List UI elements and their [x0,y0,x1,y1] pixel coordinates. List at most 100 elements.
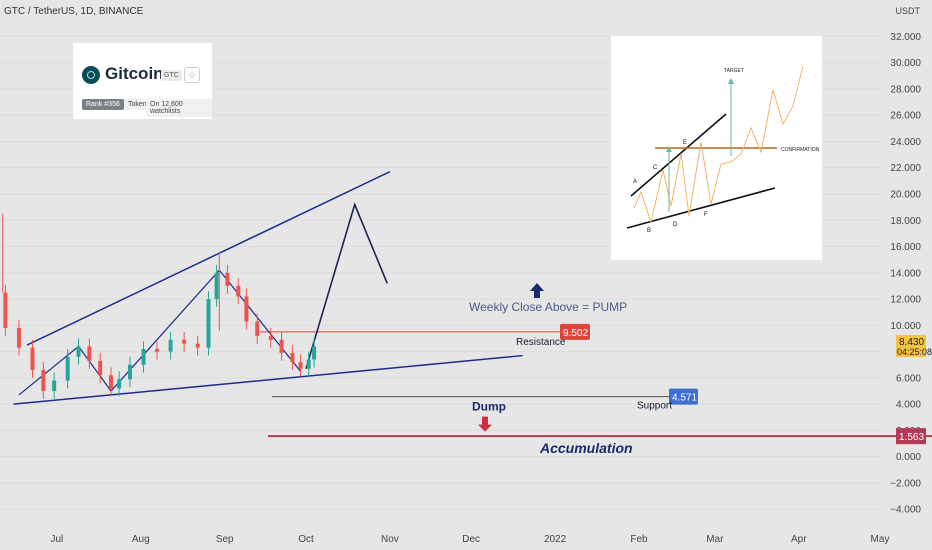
star-icon[interactable]: ☆ [184,67,200,83]
x-tick-label: May [871,534,890,545]
inset-point-e: E [683,140,687,146]
x-tick-label: Sep [216,534,234,545]
inset-measure-arrowhead-icon [666,146,672,152]
x-tick-label: Nov [381,534,399,545]
pump-arrow-icon [530,282,544,298]
price-countdown: 04:25:08 [897,347,932,357]
candle-body [195,343,200,348]
x-tick-label: Dec [462,534,480,545]
candle-body [290,352,295,363]
gitcoin-info-card: Gitcoin GTC ☆ Rank #356 Token On 12,600 … [73,43,212,119]
candlestick-series [2,213,317,399]
y-tick-label: 24.000 [890,137,921,148]
candle-body [117,379,122,389]
candle-body [206,299,211,348]
candle-body [312,346,317,360]
support-label: Support [637,401,672,412]
candle-body [268,335,273,340]
candle-body [52,380,57,392]
candle-body [41,370,46,392]
lower-trendline [13,354,523,405]
candle-body [225,272,230,286]
candle-body [3,292,8,328]
candle-body [236,285,241,297]
coin-ticker: GTC [161,70,182,81]
accumulation-value: 1.563 [899,432,924,443]
candle-body [182,339,187,344]
y-tick-label: 26.000 [890,111,921,122]
y-tick-label: 12.000 [890,295,921,306]
candle-body [168,339,173,352]
y-tick-label: 22.000 [890,163,921,174]
dump-label: Dump [472,400,506,414]
symbol-header[interactable]: GTC / TetherUS, 1D, BINANCE [4,6,144,17]
resistance-label: Resistance [516,337,566,348]
y-tick-label: 16.000 [890,242,921,253]
current-price-value: 8.430 [899,337,924,348]
y-tick-label: 20.000 [890,190,921,201]
candle-body [255,321,260,336]
candle-body [30,347,35,371]
x-tick-label: Jul [50,534,63,545]
gitcoin-logo-icon [82,66,100,84]
candle-body [279,339,284,353]
candle-body [244,296,249,322]
y-tick-label: 4.000 [896,400,921,411]
y-tick-label: 18.000 [890,216,921,227]
y-tick-label: −4.000 [890,505,921,516]
y-tick-label: 14.000 [890,268,921,279]
inset-point-a: A [633,179,637,185]
candle-body [65,356,70,381]
watchlist-badge: On 12,600 watchlists [146,99,212,117]
token-badge: Token [124,99,151,110]
y-tick-label: 32.000 [890,32,921,43]
candle-body [87,346,92,361]
candle-body [109,375,114,389]
pattern-inset-diagram: TARGET CONFIRMATION A B C D E F [611,36,822,260]
candle-body [16,327,21,348]
x-tick-label: Apr [791,534,807,545]
y-tick-label: 10.000 [890,321,921,332]
inset-price-path [633,65,804,224]
accumulation-price-badge [896,428,926,445]
inset-point-b: B [647,228,651,234]
inset-point-f: F [704,212,708,218]
dump-arrow-icon [478,416,492,432]
pump-label: Weekly Close Above = PUMP [469,300,627,314]
projection-path [305,202,388,369]
inset-point-c: C [653,165,658,171]
y-tick-label: 30.000 [890,58,921,69]
candle-body [141,348,146,365]
upper-trendline [26,170,391,346]
candle-body [214,272,219,300]
y-tick-label: 6.000 [896,373,921,384]
y-tick-label: −2.000 [890,478,921,489]
currency-label: USDT [895,6,921,16]
candle-body [298,362,303,369]
candle-body [76,346,81,357]
x-tick-label: Oct [298,534,314,545]
candle-body [155,348,160,352]
inset-confirmation-label: CONFIRMATION [781,147,820,153]
inset-target-arrowhead-icon [728,78,734,84]
pattern-diagram: TARGET CONFIRMATION A B C D E F [626,65,820,234]
y-tick-label: 28.000 [890,84,921,95]
x-tick-label: Feb [630,534,648,545]
candle-body [306,359,311,369]
inset-target-label: TARGET [724,68,744,74]
support-value-badge [669,388,698,405]
x-tick-label: Aug [132,534,150,545]
rank-badge: Rank #356 [82,99,124,110]
resistance-value-badge [560,323,590,340]
x-tick-label: 2022 [544,534,567,545]
candle-body [127,364,132,380]
time-axis: Jul Aug Sep Oct Nov Dec 2022 Feb Mar Apr May [50,534,889,545]
candle-body [98,360,103,376]
accumulation-label: Accumulation [539,440,633,456]
current-price-badge [896,334,926,357]
inset-point-d: D [673,222,678,228]
coin-name: Gitcoin [105,64,164,83]
x-tick-label: Mar [706,534,724,545]
inset-upper-line [630,113,727,197]
resistance-value: 9.502 [563,328,588,339]
